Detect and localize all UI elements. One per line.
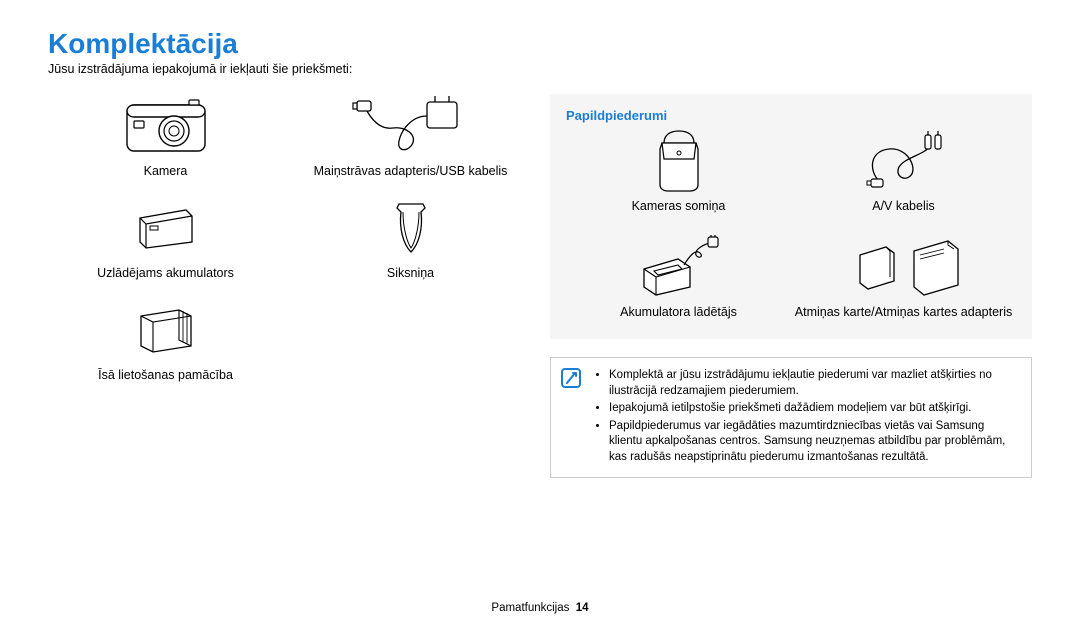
case-icon bbox=[654, 129, 704, 193]
note-item: Papildpiederumus var iegādāties mazumtir… bbox=[609, 419, 1019, 466]
item-strap: Siksniņa bbox=[293, 196, 528, 280]
camera-icon bbox=[126, 94, 206, 158]
manual-icon bbox=[135, 298, 197, 362]
accessories-column: Papildpiederumi Kameras somiņa bbox=[550, 94, 1032, 478]
item-label: Uzlādējams akumulators bbox=[97, 266, 234, 280]
item-label: Akumulatora lādētājs bbox=[620, 305, 737, 319]
item-manual: Īsā lietošanas pamācība bbox=[48, 298, 283, 382]
av-cable-icon bbox=[859, 129, 949, 193]
footer-section: Pamatfunkcijas bbox=[491, 602, 569, 614]
charger-icon bbox=[634, 235, 724, 299]
content-columns: Kamera Maiņstrāvas adapteris/USB kabelis bbox=[48, 94, 1032, 478]
item-label: Atmiņas karte/Atmiņas kartes adapteris bbox=[795, 305, 1012, 319]
item-label: Siksniņa bbox=[387, 266, 434, 280]
page-intro: Jūsu izstrādājuma iepakojumā ir iekļauti… bbox=[48, 62, 1032, 76]
accessories-box: Papildpiederumi Kameras somiņa bbox=[550, 94, 1032, 339]
note-item: Iepakojumā ietilpstošie priekšmeti dažād… bbox=[609, 401, 1019, 417]
included-items-column: Kamera Maiņstrāvas adapteris/USB kabelis bbox=[48, 94, 528, 478]
item-label: Maiņstrāvas adapteris/USB kabelis bbox=[314, 164, 508, 178]
item-av-cable: A/V kabelis bbox=[791, 129, 1016, 213]
item-label: Kameras somiņa bbox=[632, 199, 726, 213]
item-adapter-usb: Maiņstrāvas adapteris/USB kabelis bbox=[293, 94, 528, 178]
note-item: Komplektā ar jūsu izstrādājumu iekļautie… bbox=[609, 368, 1019, 399]
item-charger: Akumulatora lādētājs bbox=[566, 235, 791, 319]
notes-box: Komplektā ar jūsu izstrādājumu iekļautie… bbox=[550, 357, 1032, 478]
accessories-title: Papildpiederumi bbox=[566, 108, 1016, 123]
page-title: Komplektācija bbox=[48, 28, 1032, 60]
item-memory: Atmiņas karte/Atmiņas kartes adapteris bbox=[791, 235, 1016, 319]
item-case: Kameras somiņa bbox=[566, 129, 791, 213]
note-icon bbox=[561, 368, 581, 388]
item-label: Īsā lietošanas pamācība bbox=[98, 368, 233, 382]
item-camera: Kamera bbox=[48, 94, 283, 178]
adapter-usb-icon bbox=[351, 94, 471, 158]
strap-icon bbox=[383, 196, 439, 260]
footer-page-number: 14 bbox=[576, 602, 589, 614]
memory-icon bbox=[844, 235, 964, 299]
page-footer: Pamatfunkcijas 14 bbox=[0, 602, 1080, 614]
item-label: A/V kabelis bbox=[872, 199, 935, 213]
battery-icon bbox=[136, 196, 196, 260]
item-label: Kamera bbox=[144, 164, 188, 178]
item-battery: Uzlādējams akumulators bbox=[48, 196, 283, 280]
